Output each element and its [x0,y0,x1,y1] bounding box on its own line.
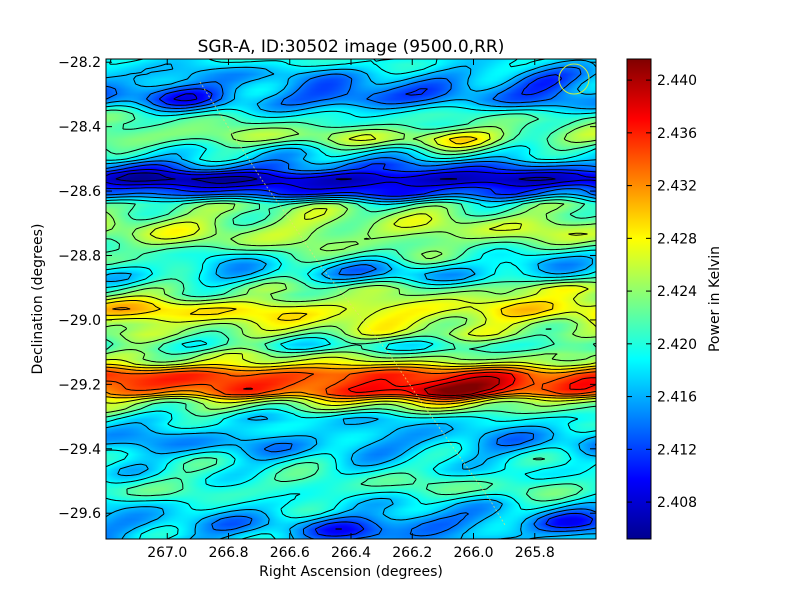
colorbar-ticks: 2.408 2.412 2.416 2.420 2.424 2.428 2.432 2.436… [627,73,697,511]
contour-lines [106,59,596,539]
x-tick-label: 266.2 [392,545,432,561]
x-tick-label: 266.4 [331,545,371,561]
y-tick-label: −28.8 [58,249,101,265]
colorbar-tick-label: 2.424 [657,284,697,300]
contour-line [106,59,596,539]
colorbar-gradient [626,58,652,540]
x-tick-label: 265.8 [515,545,555,561]
plot-area [105,58,597,540]
contour-line [106,369,596,400]
galactic-plane-trace [199,81,506,526]
y-tick-label: −29.2 [58,377,101,393]
y-tick-label: −29.6 [58,506,101,522]
y-tick-label: −29.4 [58,442,101,458]
contour-line [106,74,596,537]
y-tick-label: −28.4 [58,120,101,136]
contour-line [106,59,596,539]
contour-line [106,136,596,405]
contour-line [243,371,596,398]
colorbar-tick-label: 2.412 [657,442,697,458]
y-axis: −28.2 −28.4 −28.6 −28.8 −29.0 −29.2 −29.4 −29.6 [58,55,596,522]
y-axis-label: Declination (degrees) [30,224,46,375]
contour-line [106,307,596,403]
y-tick-label: −28.6 [58,184,101,200]
x-tick-label: 267.0 [147,545,187,561]
colorbar-tick-label: 2.408 [657,495,697,511]
x-tick-label: 266.0 [453,545,493,561]
colorbar-tick-label: 2.436 [657,126,697,142]
x-axis-label: Right Ascension (degrees) [259,564,443,580]
contour-line [423,375,500,397]
beam-size-circle [558,63,590,95]
contour-line [115,172,556,184]
y-tick-label: −29.0 [58,313,101,329]
colorbar-tick-label: 2.420 [657,337,697,353]
x-axis: 267.0 266.8 266.6 266.4 266.2 266.0 265.8 [147,59,555,561]
contour-line [106,122,596,414]
y-tick-label: −28.2 [58,55,101,71]
contour-line [106,109,596,502]
colorbar-tick-label: 2.440 [657,73,697,89]
contour-line [106,93,596,530]
colorbar-tick-label: 2.416 [657,390,697,406]
contour-line [106,131,596,409]
colorbar: 2.408 2.412 2.416 2.420 2.424 2.428 2.432 2.436… [626,58,723,540]
x-tick-label: 266.8 [208,545,248,561]
x-tick-label: 266.6 [270,545,310,561]
colorbar-tick-label: 2.432 [657,179,697,195]
colorbar-tick-label: 2.428 [657,231,697,247]
colorbar-label: Power in Kelvin [707,246,723,352]
chart-title: SGR-A, ID:30502 image (9500.0,RR) [198,37,505,57]
contour-line [106,66,596,539]
